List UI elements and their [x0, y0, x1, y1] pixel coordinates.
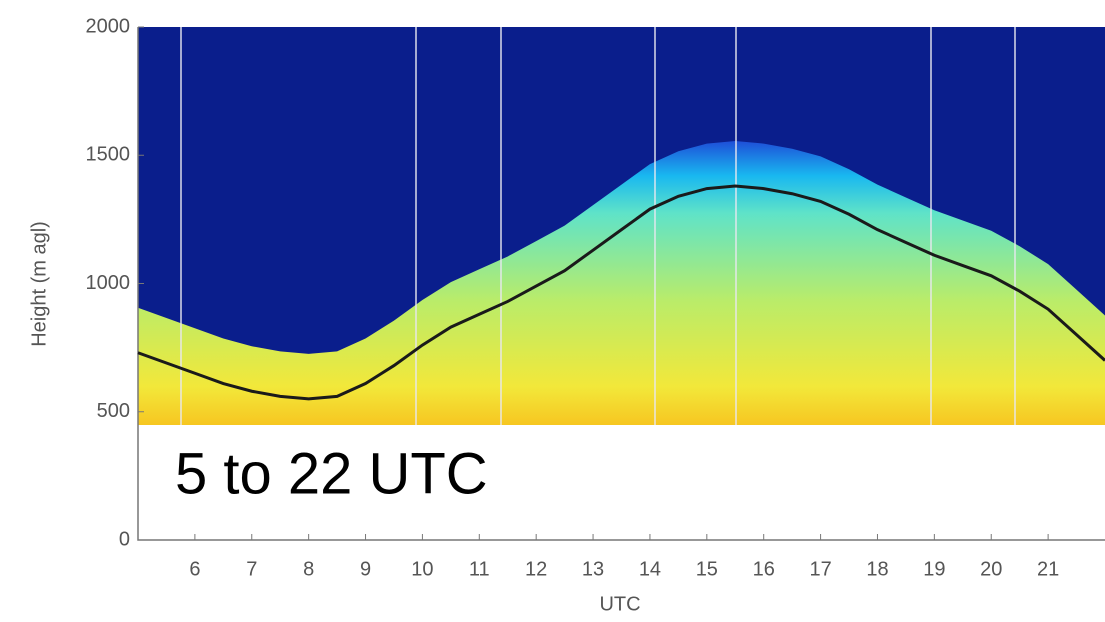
- x-tick-label: 20: [980, 558, 1002, 580]
- x-tick-label: 8: [303, 558, 314, 580]
- profile-gaps: [180, 27, 1016, 425]
- backscatter-image: [138, 141, 1105, 425]
- x-tick-label: 9: [360, 558, 371, 580]
- x-tick-label: 7: [246, 558, 257, 580]
- x-tick-label: 17: [809, 558, 831, 580]
- x-tick-label: 19: [923, 558, 945, 580]
- y-axis-label: Height (m agl): [28, 221, 50, 347]
- y-tick-label: 500: [97, 400, 130, 422]
- x-tick-label: 18: [866, 558, 888, 580]
- x-tick-label: 15: [696, 558, 718, 580]
- x-tick-label: 11: [469, 558, 490, 580]
- x-tick-label: 21: [1037, 558, 1059, 580]
- x-tick-label: 12: [525, 558, 547, 580]
- y-tick-label: 0: [119, 528, 130, 550]
- x-tick-label: 6: [189, 558, 200, 580]
- x-axis-label: UTC: [599, 593, 640, 615]
- x-tick-label: 10: [411, 558, 433, 580]
- aerosol-layer: [138, 141, 1105, 425]
- annotation: 5 to 22 UTC: [175, 441, 488, 506]
- x-tick-label: 16: [753, 558, 775, 580]
- x-tick-label: 13: [582, 558, 604, 580]
- y-tick-label: 1000: [86, 272, 131, 294]
- x-tick-label: 14: [639, 558, 661, 580]
- y-tick-label: 1500: [86, 144, 131, 166]
- y-tick-label: 2000: [86, 15, 131, 37]
- line: [137, 184, 1105, 401]
